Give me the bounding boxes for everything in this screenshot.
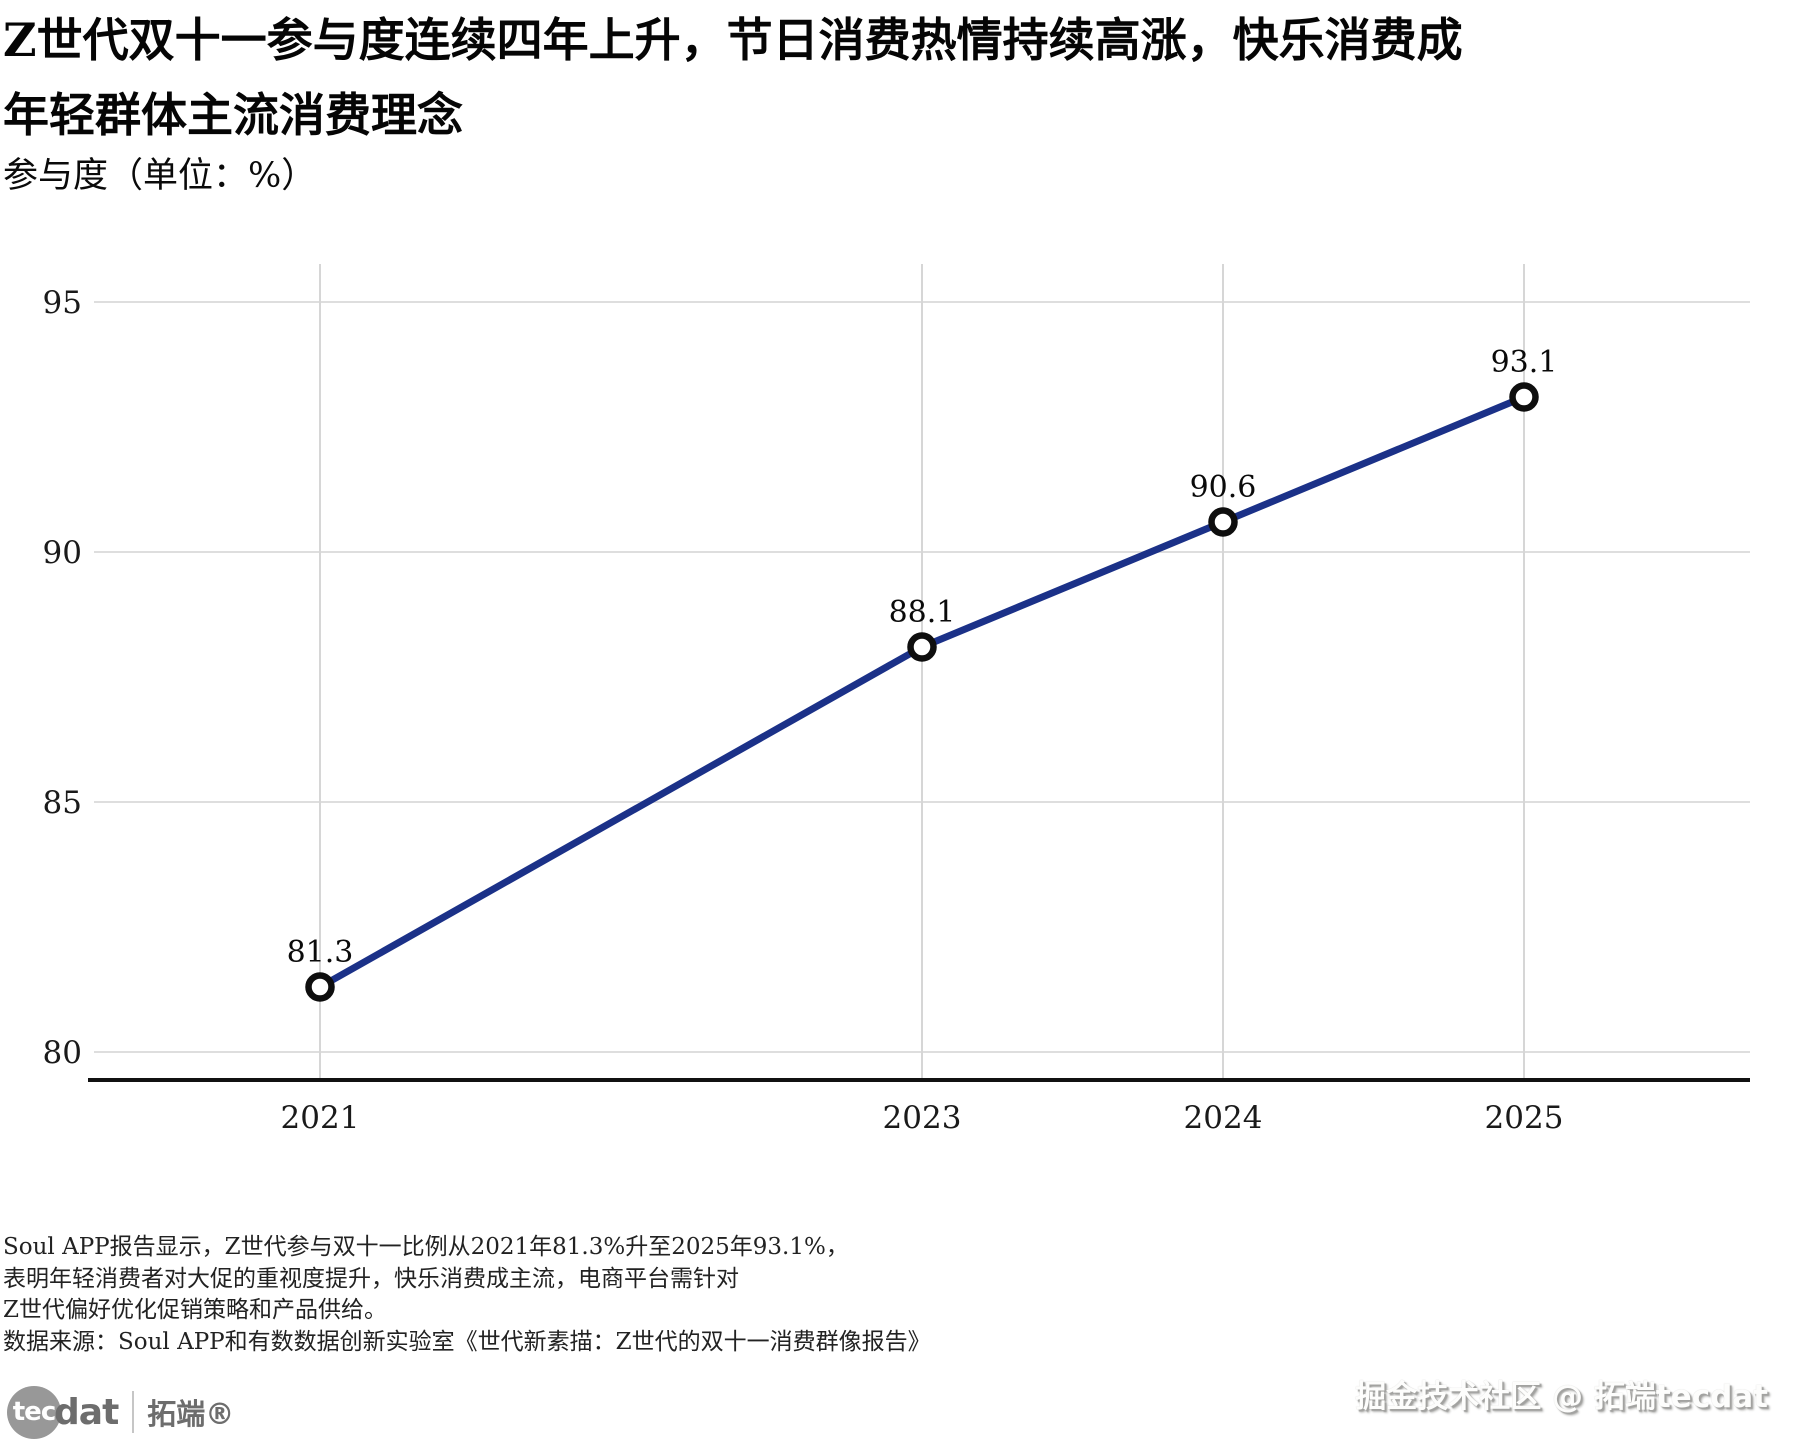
footnote-line: Soul APP报告显示，Z世代参与双十一比例从2021年81.3%升至2025… [3, 1234, 849, 1260]
data-point-value-label: 90.6 [1190, 470, 1257, 505]
x-tick-label: 2021 [281, 1100, 360, 1136]
y-tick-label: 90 [43, 535, 82, 571]
data-point-marker [1509, 382, 1539, 412]
tecdat-logo: tec dat 拓端® [7, 1385, 234, 1439]
page-title-line2: 年轻群体主流消费理念 [3, 88, 463, 142]
data-point-value-label: 93.1 [1491, 345, 1558, 380]
tecdat-logo-circle-icon: tec [7, 1385, 61, 1439]
footnote-source-line: 数据来源：Soul APP和有数数据创新实验室《世代新素描：Z世代的双十一消费群… [3, 1328, 931, 1355]
y-axis-unit-label: 参与度（单位：%） [3, 156, 317, 196]
data-point-value-label: 81.3 [287, 935, 354, 970]
y-tick-label: 85 [43, 785, 82, 821]
tecdat-logo-tec: tec [12, 1397, 56, 1427]
data-point-marker [1208, 507, 1238, 537]
chart-footnote: Soul APP报告显示，Z世代参与双十一比例从2021年81.3%升至2025… [3, 1232, 931, 1358]
logo-divider [132, 1391, 135, 1433]
data-line [316, 393, 1528, 991]
y-tick-label: 80 [43, 1035, 82, 1071]
tecdat-logo-dat: dat [54, 1391, 119, 1433]
page-title-line1: Z世代双十一参与度连续四年上升，节日消费热情持续高涨，快乐消费成 [3, 13, 1463, 67]
x-tick-label: 2023 [883, 1100, 962, 1136]
x-tick-label: 2025 [1485, 1100, 1564, 1136]
data-point-value-label: 88.1 [889, 595, 956, 630]
x-tick-label: 2024 [1184, 1100, 1263, 1136]
watermark-text: 掘金技术社区 @ 拓端tecdat [1355, 1379, 1768, 1415]
data-point-marker [305, 972, 335, 1002]
tecdat-logo-chinese: 拓端® [147, 1397, 235, 1431]
footnote-line: 表明年轻消费者对大促的重视度提升，快乐消费成主流，电商平台需针对 [3, 1265, 739, 1292]
footnote-line: Z世代偏好优化促销策略和产品供给。 [3, 1297, 387, 1323]
y-tick-label: 95 [43, 285, 82, 321]
data-point-marker [907, 632, 937, 662]
